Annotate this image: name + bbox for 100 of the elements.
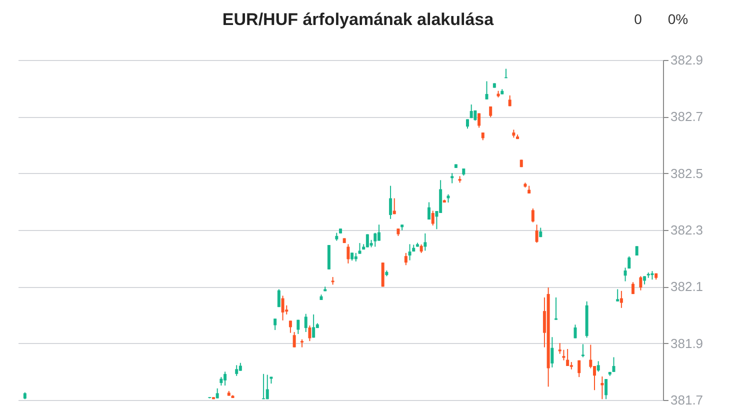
candlestick — [266, 374, 269, 400]
candlestick — [335, 232, 338, 242]
candlestick — [304, 313, 308, 332]
candlestick — [428, 202, 431, 220]
text: 0 — [634, 11, 642, 27]
candlestick — [366, 234, 369, 248]
candlestick — [274, 318, 277, 331]
candlestick — [485, 80, 488, 100]
candlestick — [450, 172, 454, 184]
y-tick-label: 381.9 — [670, 336, 704, 351]
candlestick — [654, 272, 658, 280]
candlestick — [308, 324, 312, 342]
candlestick — [566, 348, 570, 366]
candlestick — [546, 287, 550, 388]
candlestick — [466, 118, 469, 130]
candlestick — [424, 232, 427, 252]
candlestick — [516, 134, 520, 140]
candlestick — [300, 338, 304, 348]
candlestick — [600, 376, 604, 400]
candlestick — [320, 294, 323, 300]
candlestick — [324, 286, 327, 292]
candlestick — [639, 276, 642, 291]
candlestick — [331, 276, 334, 286]
candlestick — [620, 290, 623, 308]
candlestick — [574, 324, 577, 339]
candlestick — [392, 198, 396, 215]
candlestick — [581, 344, 584, 358]
candlestick — [454, 164, 458, 168]
candlestick — [554, 296, 558, 320]
y-tick-label: 382.5 — [670, 166, 704, 181]
candlestick — [550, 336, 554, 368]
candlestick — [570, 362, 573, 370]
candlestick — [585, 300, 588, 338]
candlestick — [478, 112, 481, 128]
candlestick — [220, 376, 223, 386]
text: 0% — [668, 11, 688, 27]
candlestick — [281, 295, 284, 321]
y-tick-label: 382.3 — [670, 222, 704, 238]
y-tick-label: 382.7 — [670, 109, 704, 124]
candlestick — [531, 208, 534, 223]
candlestick — [420, 244, 423, 254]
candlestick — [342, 238, 346, 244]
candlestick — [481, 132, 484, 141]
candlestick — [646, 272, 650, 278]
y-tick-label: 382.9 — [670, 52, 704, 68]
candlestick — [296, 319, 300, 334]
candlestick — [496, 90, 500, 98]
candlestick — [389, 185, 392, 220]
candlestick — [327, 244, 330, 270]
candlestick — [381, 262, 384, 288]
candlestick — [470, 104, 473, 119]
candlestick — [604, 378, 608, 400]
candlestick — [446, 194, 450, 204]
candlestick — [374, 232, 377, 248]
candlestick — [227, 390, 230, 396]
candlestick — [508, 94, 512, 107]
candlestick — [539, 227, 542, 238]
candlestick — [562, 349, 566, 361]
candlestick — [500, 88, 504, 95]
candlestick — [462, 168, 466, 176]
candlestick — [612, 356, 616, 372]
candlestick — [596, 360, 600, 372]
candlestick — [431, 210, 434, 226]
candlestick — [528, 185, 531, 194]
candlestick — [635, 246, 638, 256]
y-tick-label: 381.7 — [670, 392, 704, 408]
y-tick-label: 382.1 — [670, 279, 704, 294]
chart-title: EUR/HUF árfolyamának alakulása — [222, 10, 494, 29]
candlestick — [643, 276, 646, 285]
candlestick — [416, 242, 419, 248]
candlestick — [489, 106, 492, 118]
candlestick — [512, 129, 516, 138]
candlestick — [458, 176, 462, 184]
candlestick — [23, 392, 26, 400]
candlestick — [520, 159, 523, 168]
candlestick — [492, 82, 496, 88]
candlestick — [396, 228, 400, 236]
candlestick — [235, 364, 238, 376]
candlestick — [408, 244, 412, 261]
candlestick — [385, 270, 388, 277]
candlestick — [216, 388, 219, 399]
candlestick — [350, 252, 354, 262]
candlestick — [292, 332, 296, 348]
candlestick — [535, 224, 538, 244]
candlestick — [400, 224, 404, 231]
candlestick — [650, 270, 654, 280]
candlestick — [346, 244, 350, 264]
candlestick — [578, 360, 581, 378]
candlestick — [224, 371, 227, 386]
candlestick — [238, 362, 242, 372]
candlestick — [439, 180, 442, 214]
candlestick — [212, 396, 215, 400]
candlestick — [277, 288, 280, 308]
candlestick — [377, 224, 380, 242]
candlestick — [312, 314, 316, 338]
candlestick — [288, 320, 292, 334]
candlestick — [616, 288, 620, 302]
candlestick — [631, 282, 634, 295]
candlestick — [404, 252, 408, 266]
candlestick — [608, 371, 612, 376]
